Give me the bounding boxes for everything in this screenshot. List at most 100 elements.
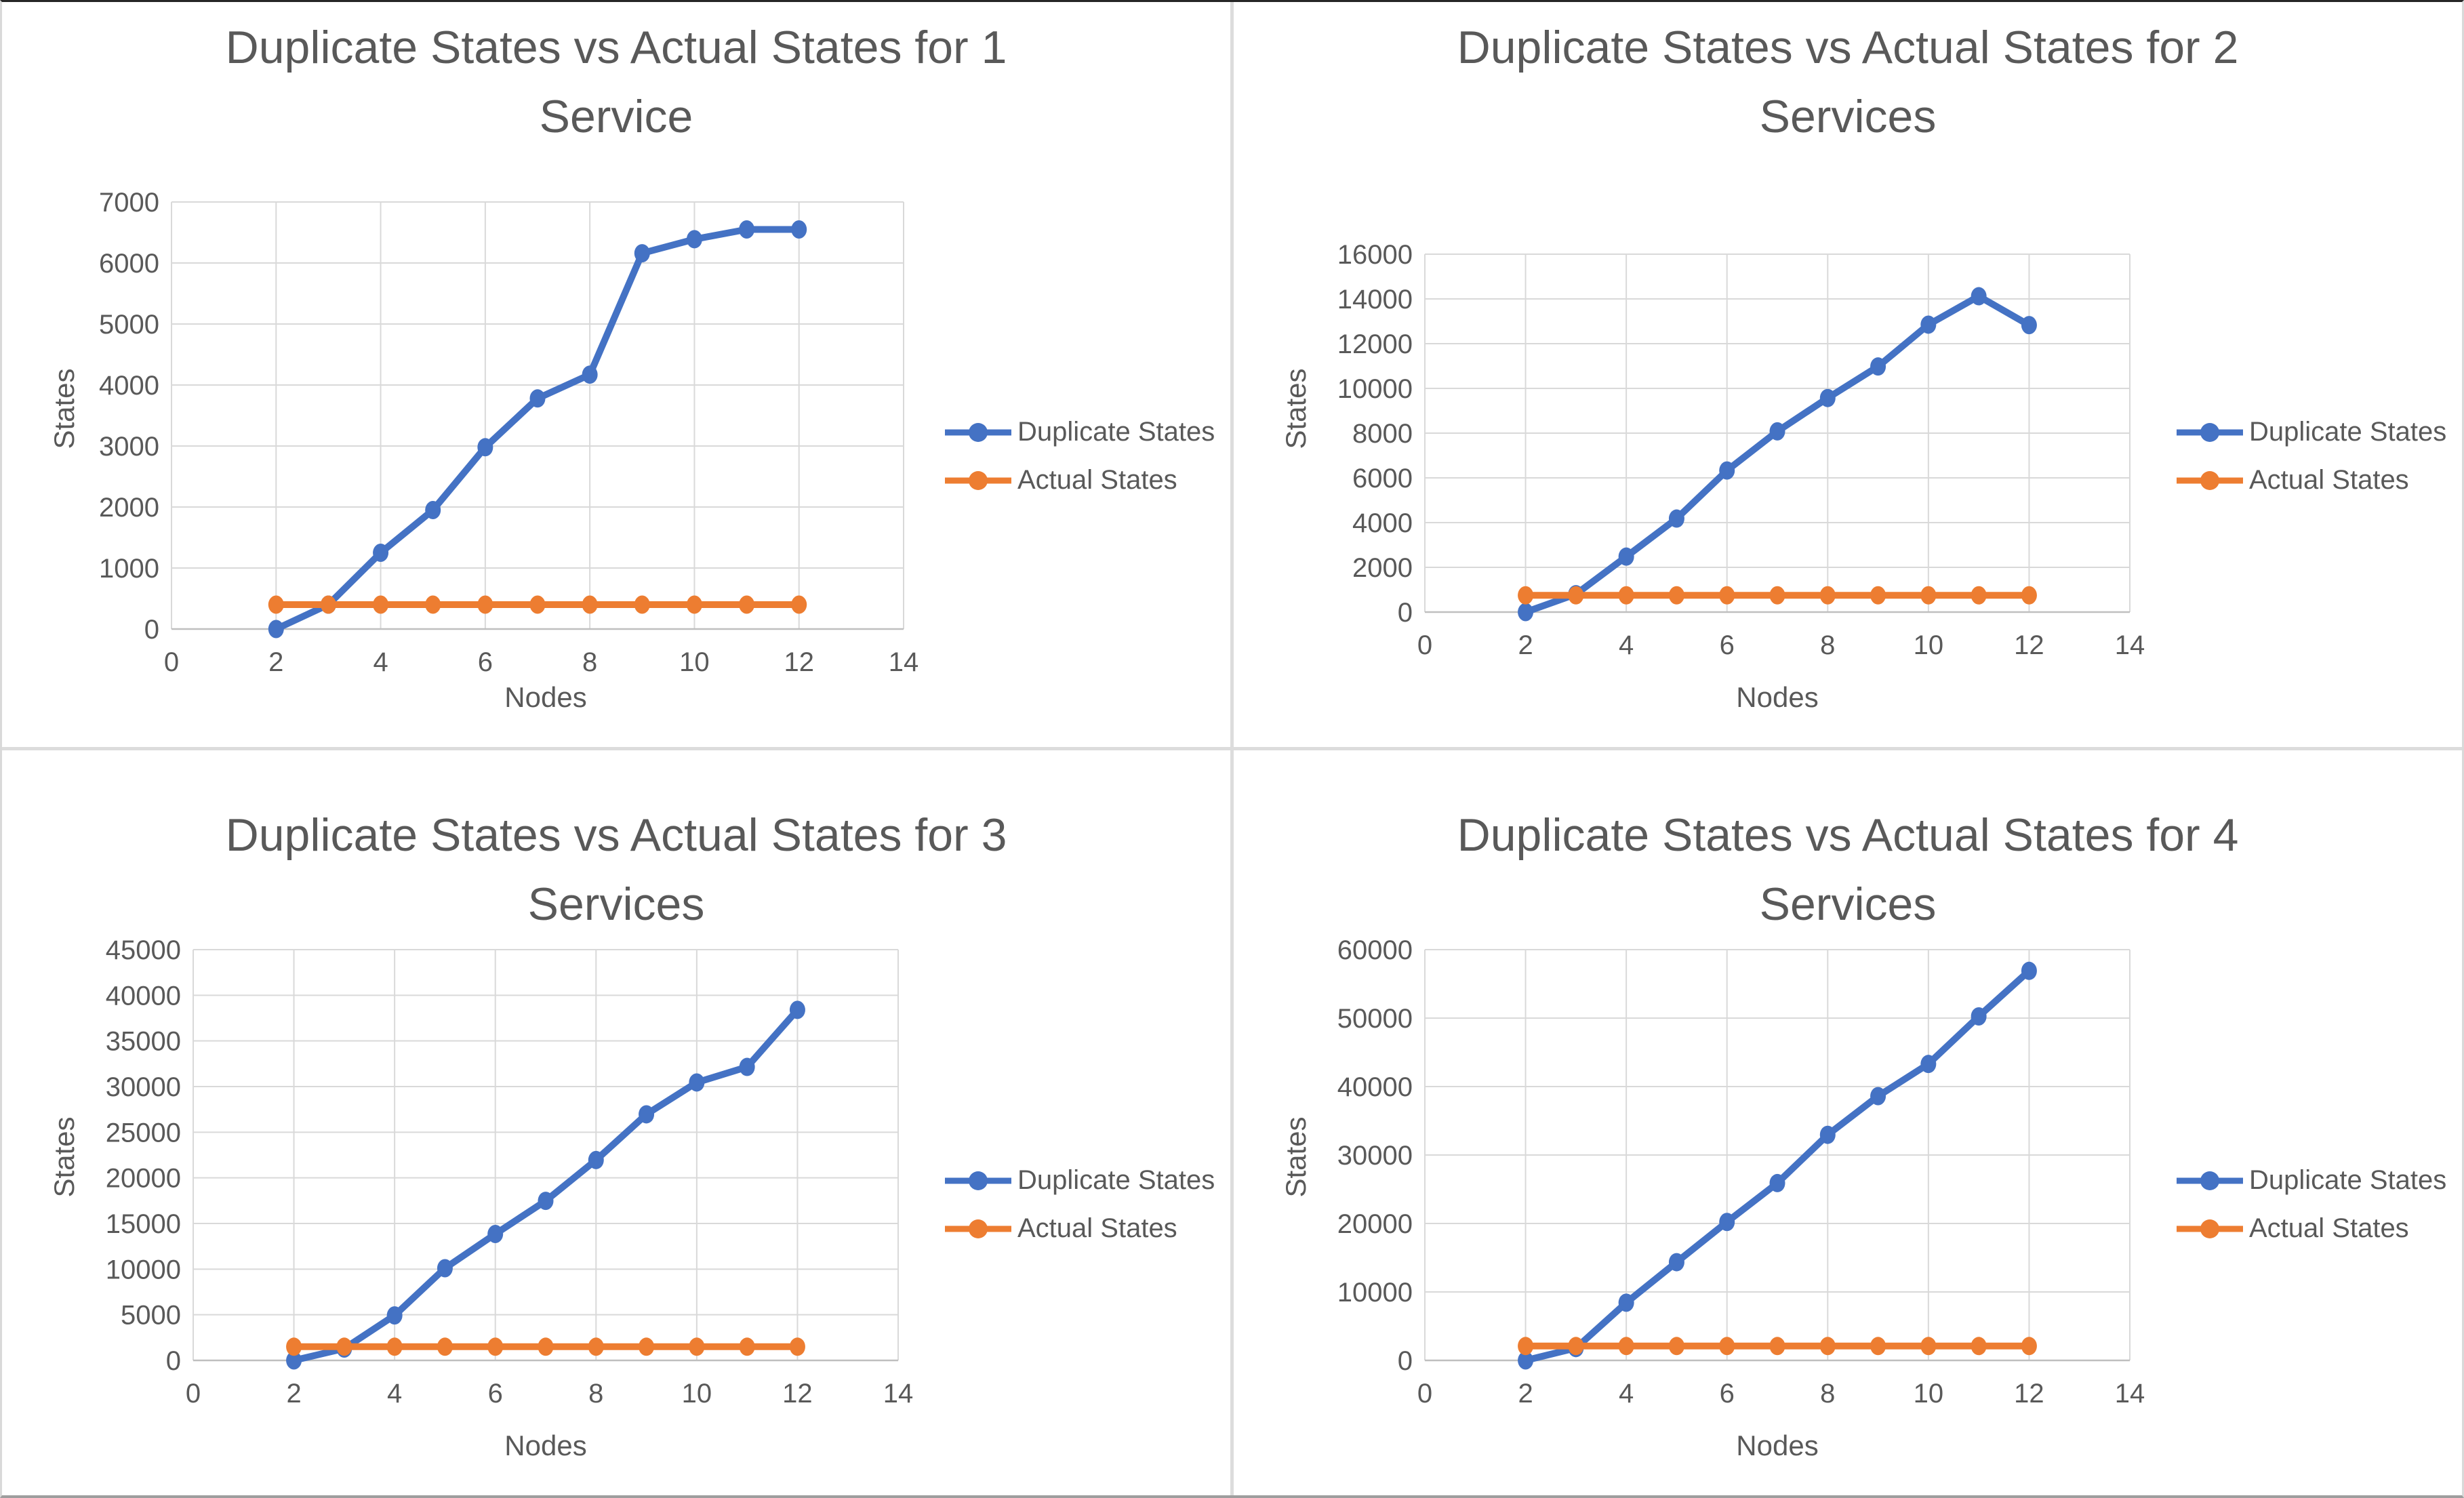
svg-text:6000: 6000 bbox=[99, 249, 159, 279]
chart-title-line1: Duplicate States vs Actual States for 3 bbox=[225, 809, 1007, 861]
svg-text:2000: 2000 bbox=[99, 493, 159, 523]
chart-legend: Duplicate States Actual States bbox=[2175, 1165, 2446, 1244]
svg-text:40000: 40000 bbox=[1337, 1072, 1413, 1102]
svg-text:10: 10 bbox=[1914, 1379, 1944, 1409]
chart-legend: Duplicate States Actual States bbox=[2175, 417, 2446, 495]
duplicate-states-line-marker-icon bbox=[945, 1171, 1011, 1190]
chart-title-line2: Service bbox=[539, 91, 693, 142]
chart-title-line2: Services bbox=[1759, 878, 1937, 930]
x-axis-title: Nodes bbox=[1736, 1430, 1819, 1461]
chart-legend: Duplicate States Actual States bbox=[943, 417, 1215, 495]
duplicate-states-line-marker-icon bbox=[2177, 422, 2243, 442]
svg-text:10: 10 bbox=[679, 647, 710, 677]
svg-text:2: 2 bbox=[286, 1379, 301, 1409]
legend-label: Actual States bbox=[2249, 465, 2409, 495]
svg-text:14: 14 bbox=[2115, 630, 2145, 660]
chart-title: Duplicate States vs Actual States for 1 S… bbox=[2, 13, 1230, 151]
svg-text:5000: 5000 bbox=[99, 310, 159, 340]
svg-text:8: 8 bbox=[1820, 1379, 1835, 1409]
legend-label: Actual States bbox=[1017, 465, 1177, 495]
line-chart: 0 5000 10000 15000 20000 25000 30000 35000 40000… bbox=[106, 935, 914, 1409]
actual-states-line-marker-icon bbox=[2177, 1219, 2243, 1238]
svg-text:8000: 8000 bbox=[1352, 419, 1413, 449]
svg-text:6000: 6000 bbox=[1352, 464, 1413, 493]
chart-panel-3-services: Duplicate States vs Actual States for 3 S… bbox=[2, 750, 1230, 1495]
svg-text:10: 10 bbox=[682, 1379, 712, 1409]
chart-title: Duplicate States vs Actual States for 4 S… bbox=[1234, 801, 2462, 939]
legend-label: Duplicate States bbox=[2249, 417, 2447, 447]
x-axis-title: Nodes bbox=[504, 681, 587, 713]
svg-text:14: 14 bbox=[883, 1379, 914, 1409]
svg-text:8: 8 bbox=[1820, 630, 1835, 660]
svg-text:5000: 5000 bbox=[121, 1301, 181, 1331]
line-chart: 0 10000 20000 30000 40000 50000 60000 0 2 4 6 8 10 12… bbox=[1337, 935, 2145, 1409]
svg-text:14: 14 bbox=[889, 647, 919, 677]
svg-text:12: 12 bbox=[784, 647, 814, 677]
svg-text:14000: 14000 bbox=[1337, 285, 1413, 315]
chart-title-line1: Duplicate States vs Actual States for 2 bbox=[1457, 22, 2239, 73]
svg-text:2: 2 bbox=[268, 647, 283, 677]
svg-text:2: 2 bbox=[1518, 1379, 1533, 1409]
svg-text:8: 8 bbox=[582, 647, 597, 677]
chart-title-line1: Duplicate States vs Actual States for 1 bbox=[225, 22, 1007, 73]
svg-text:30000: 30000 bbox=[106, 1072, 181, 1102]
svg-text:0: 0 bbox=[166, 1346, 181, 1376]
chart-title-line2: Services bbox=[1759, 91, 1937, 142]
svg-text:6: 6 bbox=[478, 647, 493, 677]
svg-text:20000: 20000 bbox=[106, 1164, 181, 1194]
chart-title-line2: Services bbox=[527, 878, 705, 930]
svg-text:25000: 25000 bbox=[106, 1118, 181, 1148]
actual-states-line-marker-icon bbox=[945, 1219, 1011, 1238]
duplicate-states-line-marker-icon bbox=[2177, 1171, 2243, 1190]
svg-text:0: 0 bbox=[144, 615, 159, 645]
svg-text:3000: 3000 bbox=[99, 432, 159, 462]
x-axis-title: Nodes bbox=[504, 1430, 587, 1461]
svg-text:0: 0 bbox=[1417, 1379, 1432, 1409]
legend-item-actual-states: Actual States bbox=[2175, 465, 2446, 495]
svg-text:15000: 15000 bbox=[106, 1209, 181, 1239]
svg-text:6: 6 bbox=[1720, 630, 1735, 660]
legend-item-duplicate-states: Duplicate States bbox=[2175, 417, 2446, 447]
svg-text:4: 4 bbox=[1619, 1379, 1634, 1409]
svg-text:45000: 45000 bbox=[106, 935, 181, 965]
line-chart: 0 1000 2000 3000 4000 5000 6000 7000 0 2 4 6 8 10 12 14 bbox=[99, 188, 919, 677]
svg-text:4000: 4000 bbox=[99, 371, 159, 401]
chart-panel-2-services: Duplicate States vs Actual States for 2 S… bbox=[1234, 2, 2462, 747]
svg-text:6: 6 bbox=[488, 1379, 503, 1409]
svg-text:12000: 12000 bbox=[1337, 329, 1413, 359]
legend-label: Duplicate States bbox=[2249, 1165, 2447, 1195]
svg-text:4: 4 bbox=[373, 647, 388, 677]
svg-text:6: 6 bbox=[1720, 1379, 1735, 1409]
svg-text:10000: 10000 bbox=[106, 1255, 181, 1284]
svg-text:0: 0 bbox=[164, 647, 179, 677]
svg-text:30000: 30000 bbox=[1337, 1141, 1413, 1171]
svg-text:16000: 16000 bbox=[1337, 240, 1413, 270]
line-chart: 0 2000 4000 6000 8000 10000 12000 14000 16000 0 2 4… bbox=[1337, 240, 2145, 660]
svg-text:20000: 20000 bbox=[1337, 1209, 1413, 1239]
chart-panel-4-services: Duplicate States vs Actual States for 4 S… bbox=[1234, 750, 2462, 1495]
svg-text:40000: 40000 bbox=[106, 981, 181, 1011]
svg-text:60000: 60000 bbox=[1337, 935, 1413, 965]
actual-states-line-marker-icon bbox=[945, 470, 1011, 490]
legend-label: Actual States bbox=[1017, 1213, 1177, 1243]
svg-text:7000: 7000 bbox=[99, 188, 159, 218]
duplicate-states-line-marker-icon bbox=[945, 422, 1011, 442]
chart-title: Duplicate States vs Actual States for 3 S… bbox=[2, 801, 1230, 939]
actual-states-line-marker-icon bbox=[2177, 470, 2243, 490]
svg-text:10: 10 bbox=[1914, 630, 1944, 660]
svg-text:12: 12 bbox=[2014, 630, 2044, 660]
svg-text:14: 14 bbox=[2115, 1379, 2145, 1409]
svg-text:8: 8 bbox=[588, 1379, 603, 1409]
legend-item-duplicate-states: Duplicate States bbox=[943, 417, 1215, 447]
chart-title-line1: Duplicate States vs Actual States for 4 bbox=[1457, 809, 2239, 861]
x-axis-title: Nodes bbox=[1736, 681, 1819, 713]
svg-text:12: 12 bbox=[2014, 1379, 2044, 1409]
svg-text:2000: 2000 bbox=[1352, 553, 1413, 583]
svg-text:2: 2 bbox=[1518, 630, 1533, 660]
svg-text:4: 4 bbox=[1619, 630, 1634, 660]
legend-item-actual-states: Actual States bbox=[943, 465, 1215, 495]
svg-text:10000: 10000 bbox=[1337, 374, 1413, 404]
legend-label: Duplicate States bbox=[1017, 1165, 1215, 1195]
svg-text:0: 0 bbox=[1398, 598, 1413, 628]
